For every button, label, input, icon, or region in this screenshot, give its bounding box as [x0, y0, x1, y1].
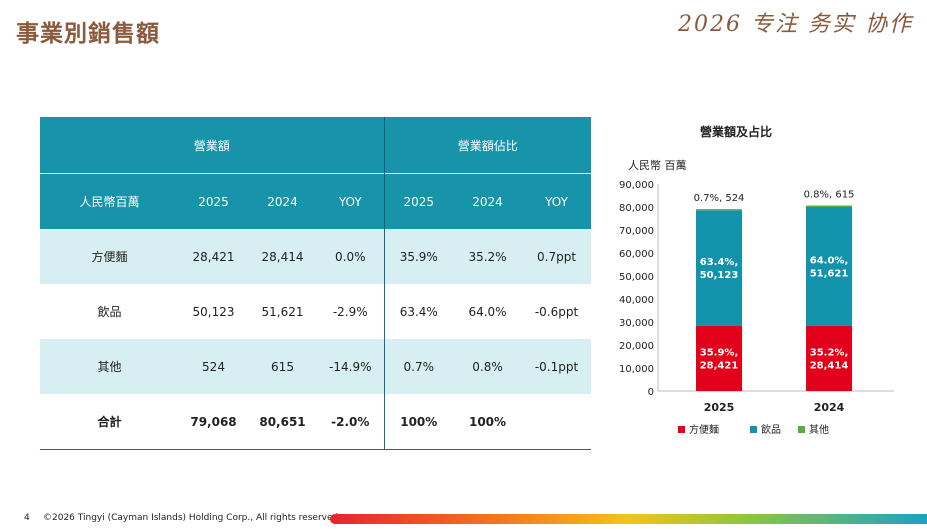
table-row: 方便麵 28,421 28,414 0.0% 35.9% 35.2% 0.7pp…: [40, 229, 592, 284]
table-cell: 51,621: [261, 304, 304, 319]
data-label: 28,421: [700, 360, 739, 371]
column-header: 2025: [179, 173, 248, 229]
table-cell: 28,421: [179, 229, 248, 284]
bar-segment: [806, 205, 852, 207]
table-cell: 63.4%: [399, 304, 438, 319]
table-row-total: 合計 79,068 80,651 -2.0% 100% 100%: [40, 394, 592, 450]
legend-swatch: [750, 426, 757, 433]
table-cell: -14.9%: [317, 339, 385, 394]
page-title: 事業別銷售額: [16, 21, 160, 47]
x-tick-label: 2025: [704, 401, 735, 414]
data-label: 0.8%, 615: [804, 190, 855, 201]
y-axis-label: 人民幣 百萬: [628, 159, 687, 172]
legend-swatch: [678, 426, 685, 433]
data-label: 50,123: [700, 270, 739, 281]
data-label: 63.4%,: [700, 257, 739, 268]
bar-segment: [696, 209, 742, 211]
footer-gradient-bar: [330, 514, 927, 524]
legend-label: 方便麵: [689, 423, 719, 436]
table-cell: 64.0%: [468, 304, 507, 319]
table-cell: -2.9%: [317, 284, 385, 339]
table-cell: 0.8%: [453, 339, 523, 394]
bar-segment: [696, 210, 742, 326]
table-cell: 100%: [384, 394, 454, 450]
data-label: 0.7%, 524: [694, 193, 745, 204]
data-label: 35.2%,: [810, 347, 849, 358]
column-header: YOY: [522, 173, 592, 229]
legend-label: 飲品: [761, 423, 781, 436]
y-tick-label: 30,000: [619, 318, 654, 329]
y-tick-label: 20,000: [619, 341, 654, 352]
legend-swatch: [798, 426, 805, 433]
data-label: 35.9%,: [700, 347, 739, 358]
legend-label: 其他: [809, 423, 829, 436]
row-label: 方便麵: [40, 229, 179, 284]
table-cell: 79,068: [179, 394, 248, 450]
stacked-bar-chart: 人民幣 百萬 90,000 80,000 70,000 60,000 50,000 40,0…: [619, 159, 894, 436]
table-cell: 524: [179, 339, 248, 394]
table-cell: 0.0%: [317, 229, 385, 284]
y-tick-label: 80,000: [619, 203, 654, 214]
table-cell: 35.2%: [453, 229, 523, 284]
y-tick-label: 40,000: [619, 295, 654, 306]
column-header: YOY: [317, 173, 385, 229]
table-row: 飲品 50,123 51,621 -2.9% 63.4% 64.0% -0.6p…: [40, 284, 591, 339]
slogan-text: 2026 专注 务实 协作: [678, 12, 913, 37]
column-header: 2025: [384, 173, 454, 229]
y-tick-label: 0: [648, 387, 654, 398]
table-cell: -2.0%: [317, 394, 385, 450]
y-tick-label: 90,000: [619, 180, 654, 191]
y-tick-label: 60,000: [619, 249, 654, 260]
group-header-share: 營業額佔比: [384, 117, 592, 174]
table-cell: 615: [248, 339, 317, 394]
table-cell: 0.7%: [384, 339, 454, 394]
bar-segment: [806, 325, 852, 391]
page-number: 4: [24, 513, 30, 523]
column-header: 2024: [248, 173, 317, 229]
table-cell: 28,414: [248, 229, 317, 284]
row-label: 其他: [40, 339, 179, 394]
table-cell: 35.9%: [384, 229, 454, 284]
table-row: 其他 524 615 -14.9% 0.7% 0.8% -0.1ppt: [40, 339, 592, 394]
data-label: 28,414: [810, 360, 849, 371]
bar-segment: [806, 206, 852, 326]
y-tick-label: 10,000: [619, 364, 654, 375]
copyright-text: ©2026 Tingyi (Cayman Islands) Holding Co…: [43, 513, 342, 523]
table-cell: 80,651: [248, 394, 317, 450]
group-header-revenue: 營業額: [40, 117, 385, 174]
sales-table: 營業額 營業額佔比 人民幣百萬 2025 2024 YOY 2025 2024 …: [40, 117, 592, 450]
table-cell: -0.1ppt: [522, 339, 592, 394]
table-cell: 0.7ppt: [522, 229, 592, 284]
table-cell: [522, 394, 592, 450]
bar-segment: [696, 325, 742, 391]
y-tick-label: 70,000: [619, 226, 654, 237]
table-cell: 100%: [453, 394, 523, 450]
table-cell: 50,123: [192, 304, 235, 319]
x-tick-label: 2024: [814, 401, 845, 414]
y-tick-label: 50,000: [619, 272, 654, 283]
table-cell: -0.6ppt: [534, 304, 579, 319]
row-label: 合計: [40, 394, 179, 450]
column-header: 人民幣百萬: [40, 173, 179, 229]
chart-title: 營業額及占比: [700, 125, 773, 139]
column-header: 2024: [453, 173, 523, 229]
data-label: 64.0%,: [810, 255, 849, 266]
data-label: 51,621: [810, 268, 849, 279]
row-label: 飲品: [97, 305, 122, 319]
